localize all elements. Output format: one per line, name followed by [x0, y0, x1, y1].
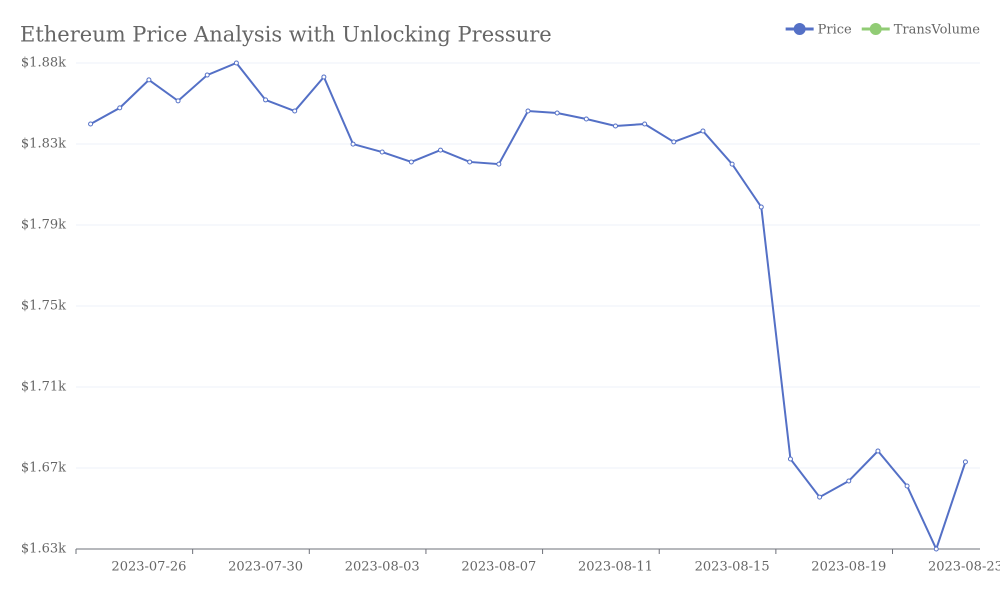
- data-point: [612, 123, 618, 129]
- y-tick-label: $1.88k: [21, 56, 66, 71]
- data-point: [467, 159, 473, 165]
- data-point: [554, 110, 560, 116]
- x-tick-label: 2023-07-26: [111, 560, 186, 575]
- data-point: [758, 204, 764, 210]
- data-point: [496, 161, 502, 167]
- data-point: [787, 456, 793, 462]
- data-point: [525, 108, 531, 114]
- data-point: [700, 128, 706, 134]
- data-point: [904, 483, 910, 489]
- data-point: [321, 74, 327, 80]
- data-point: [817, 494, 823, 500]
- data-point: [583, 116, 589, 122]
- x-tick-label: 2023-08-11: [578, 560, 653, 575]
- y-tick-label: $1.63k: [21, 542, 66, 557]
- data-point: [233, 60, 239, 66]
- x-tick-label: 2023-08-19: [811, 560, 886, 575]
- data-point: [408, 159, 414, 165]
- data-point: [933, 546, 939, 552]
- legend-label: TransVolume: [894, 23, 981, 38]
- data-point: [438, 147, 444, 153]
- data-point: [292, 108, 298, 114]
- y-tick-label: $1.75k: [21, 299, 66, 314]
- x-tick-label: 2023-08-23: [928, 560, 1000, 575]
- data-point: [875, 448, 881, 454]
- data-point: [175, 98, 181, 104]
- y-tick-label: $1.83k: [21, 137, 66, 152]
- data-point: [379, 149, 385, 155]
- data-point: [671, 139, 677, 145]
- data-point: [350, 141, 356, 147]
- data-point: [88, 121, 94, 127]
- data-point: [642, 121, 648, 127]
- x-tick-label: 2023-08-03: [345, 560, 420, 575]
- data-point: [263, 97, 269, 103]
- x-tick-label: 2023-07-30: [228, 560, 303, 575]
- data-point: [729, 161, 735, 167]
- legend-dot: [869, 23, 882, 35]
- legend-dot: [793, 23, 806, 35]
- data-point: [117, 105, 123, 111]
- data-point: [846, 478, 852, 484]
- x-tick-label: 2023-08-15: [695, 560, 770, 575]
- chart-title: Ethereum Price Analysis with Unlocking P…: [20, 23, 552, 47]
- y-tick-label: $1.67k: [21, 460, 66, 475]
- y-tick-label: $1.71k: [21, 380, 66, 395]
- data-point: [962, 459, 968, 465]
- x-tick-label: 2023-08-07: [461, 560, 536, 575]
- data-point: [146, 77, 152, 83]
- legend-label: Price: [818, 23, 852, 38]
- y-tick-label: $1.79k: [21, 217, 66, 232]
- data-point: [204, 72, 210, 78]
